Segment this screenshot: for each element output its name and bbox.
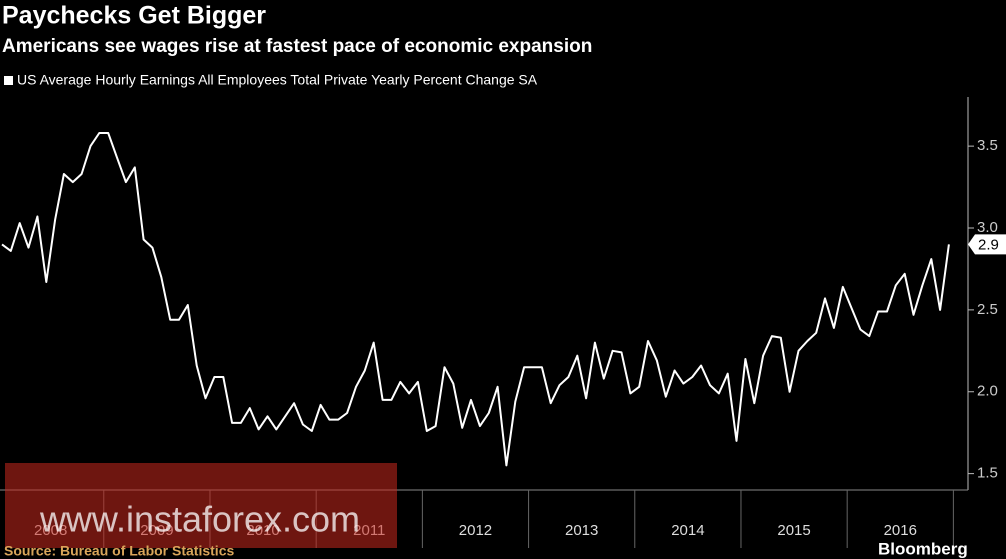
legend-label: US Average Hourly Earnings All Employees… [17, 72, 538, 88]
y-tick-label: 3.5 [977, 137, 998, 154]
watermark-box [5, 463, 397, 548]
x-tick-label: 2013 [565, 522, 598, 539]
last-value-badge [968, 234, 1006, 255]
y-tick-label: 1.5 [977, 465, 998, 482]
legend-swatch [4, 76, 13, 85]
y-tick-label: 3.0 [977, 219, 998, 236]
watermark: www.instaforex.com [39, 499, 360, 540]
x-tick-label: 2015 [777, 522, 810, 539]
y-tick-label: 2.0 [977, 383, 998, 400]
x-tick-label: 2014 [671, 522, 704, 539]
x-tick-label: 2012 [459, 522, 492, 539]
x-tick-label: 2016 [884, 522, 917, 539]
brand: Bloomberg [878, 539, 968, 558]
y-tick-label: 2.5 [977, 301, 998, 318]
chart-subtitle: Americans see wages rise at fastest pace… [2, 36, 592, 57]
source: Source: Bureau of Labor Statistics [4, 543, 234, 559]
chart-title: Paychecks Get Bigger [2, 2, 266, 30]
last-value-label: 2.9 [978, 236, 999, 253]
series-line [1, 132, 950, 467]
